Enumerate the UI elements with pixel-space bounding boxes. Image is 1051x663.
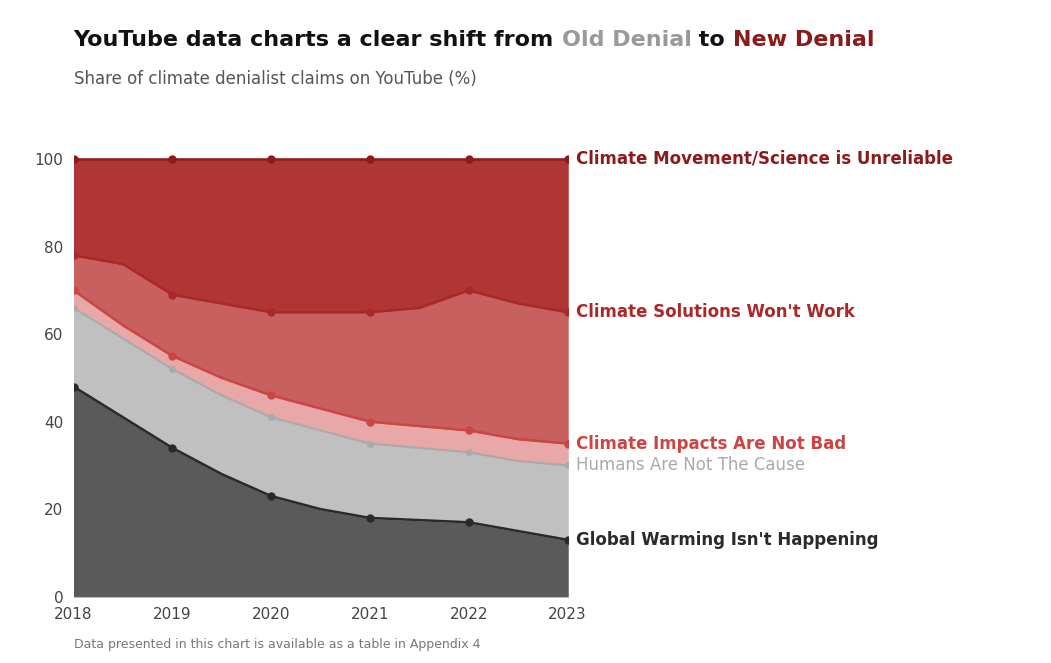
Text: Data presented in this chart is available as a table in Appendix 4: Data presented in this chart is availabl…	[74, 638, 480, 651]
Text: Climate Movement/Science is Unreliable: Climate Movement/Science is Unreliable	[576, 150, 953, 168]
Text: Global Warming Isn't Happening: Global Warming Isn't Happening	[576, 531, 879, 549]
Text: Humans Are Not The Cause: Humans Are Not The Cause	[576, 456, 805, 475]
Text: Climate Solutions Won't Work: Climate Solutions Won't Work	[576, 303, 854, 321]
Text: Old Denial: Old Denial	[561, 30, 692, 50]
Text: Climate Impacts Are Not Bad: Climate Impacts Are Not Bad	[576, 434, 846, 453]
Text: to: to	[692, 30, 733, 50]
Text: New Denial: New Denial	[733, 30, 874, 50]
Text: Share of climate denialist claims on YouTube (%): Share of climate denialist claims on You…	[74, 70, 476, 88]
Text: YouTube data charts a clear shift from: YouTube data charts a clear shift from	[74, 30, 561, 50]
